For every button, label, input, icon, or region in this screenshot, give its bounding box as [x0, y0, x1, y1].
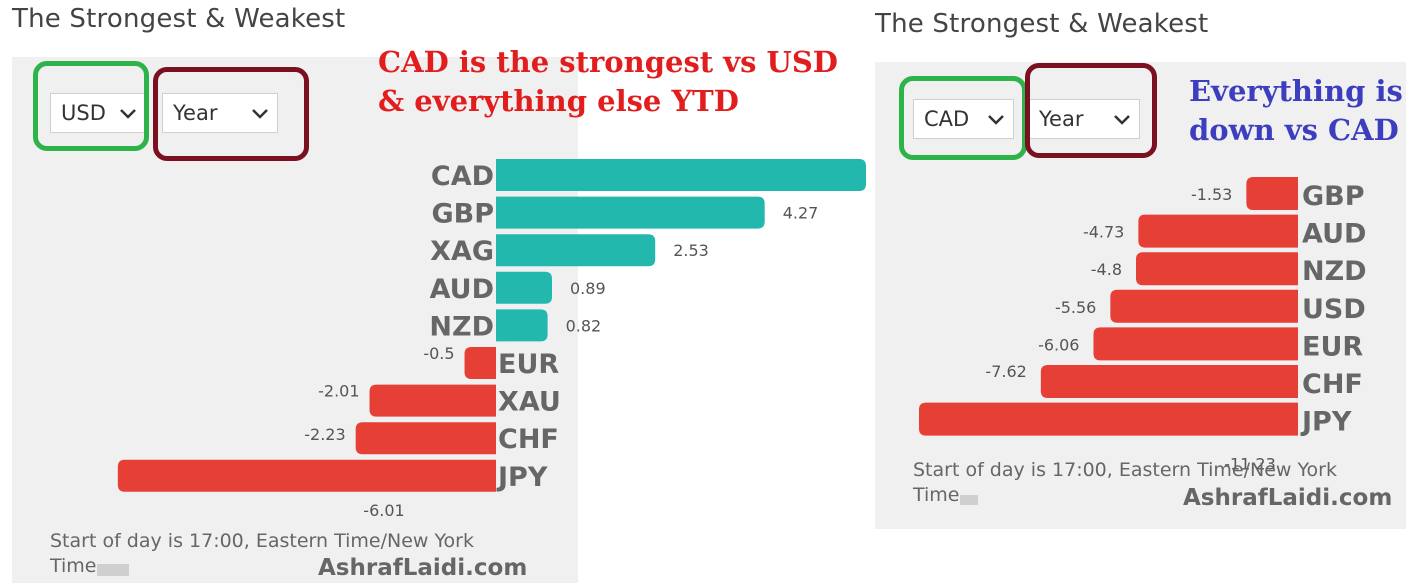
value-label-eur: -0.5	[423, 344, 454, 363]
value-label-xag: 2.53	[673, 241, 709, 260]
category-label-gbp: GBP	[431, 199, 494, 230]
value-label-nzd: -4.8	[1091, 260, 1122, 279]
right-footer-note: Start of day is 17:00, Eastern Time/New …	[913, 458, 1337, 508]
left-brand: AshrafLaidi.com	[318, 555, 528, 581]
bar-eur	[1093, 327, 1298, 361]
bar-jpy	[919, 402, 1298, 436]
right-panel-title: The Strongest & Weakest	[875, 9, 1209, 39]
redacted-block	[96, 563, 129, 576]
value-label-chf: -7.62	[985, 362, 1026, 381]
right-brand: AshrafLaidi.com	[1183, 485, 1393, 511]
left-panel-background	[12, 57, 578, 583]
bar-nzd	[1136, 252, 1298, 286]
category-label-aud: AUD	[1302, 219, 1366, 250]
category-label-aud: AUD	[430, 274, 494, 305]
left-annotation: CAD is the strongest vs USD & everything…	[378, 45, 838, 118]
chevron-down-icon	[988, 115, 1004, 125]
category-label-nzd: NZD	[1302, 256, 1367, 287]
right-base-currency-value: CAD	[924, 107, 970, 131]
right-currency-highlight-ring	[899, 76, 1027, 160]
bar-jpy	[117, 459, 496, 492]
bar-nzd	[496, 309, 548, 342]
bar-xau	[369, 384, 496, 417]
category-label-chf: CHF	[1302, 369, 1363, 400]
value-label-eur: -6.06	[1038, 335, 1079, 354]
left-period-select[interactable]: Year	[162, 93, 278, 133]
category-label-jpy: JPY	[496, 462, 548, 493]
left-currency-highlight-ring	[33, 61, 149, 151]
value-label-aud: 0.89	[570, 279, 606, 298]
right-footer-line1: Start of day is 17:00, Eastern Time/New …	[913, 459, 1337, 481]
bar-cad	[496, 159, 866, 191]
bar-eur	[464, 347, 496, 379]
category-label-nzd: NZD	[429, 311, 494, 342]
value-label-gbp: -1.53	[1191, 185, 1232, 204]
redacted-block	[959, 494, 978, 505]
left-period-highlight-ring	[153, 67, 309, 161]
bar-gbp	[1246, 177, 1298, 210]
bar-chf	[1040, 365, 1298, 398]
value-label-xau: -2.01	[318, 382, 359, 401]
category-label-eur: EUR	[1302, 331, 1363, 362]
category-label-xag: XAG	[430, 236, 494, 267]
value-label-chf: -2.23	[304, 425, 345, 444]
left-bar-chart: CAD5.88GBP4.27XAG2.53AUD0.89NZD0.82EUR-0…	[117, 159, 866, 520]
value-label-aud: -4.73	[1083, 223, 1124, 242]
bar-usd	[1110, 289, 1298, 323]
chevron-down-icon	[120, 109, 136, 119]
value-label-nzd: 0.82	[566, 316, 602, 335]
right-period-value: Year	[1039, 107, 1084, 131]
left-footer-line2: Time	[50, 555, 97, 577]
right-period-select[interactable]: Year	[1028, 99, 1140, 139]
category-label-jpy: JPY	[1300, 407, 1352, 438]
left-period-value: Year	[173, 101, 218, 125]
category-label-xau: XAU	[498, 387, 561, 418]
chevron-down-icon	[1114, 115, 1130, 125]
right-annotation: Everything is down vs CAD	[1189, 74, 1403, 147]
bar-xag	[496, 234, 656, 267]
category-label-chf: CHF	[498, 424, 559, 455]
category-label-cad: CAD	[431, 161, 494, 192]
left-footer-note: Start of day is 17:00, Eastern Time/New …	[50, 529, 474, 579]
value-label-jpy: -11.23	[1224, 455, 1276, 474]
right-base-currency-select[interactable]: CAD	[913, 99, 1014, 139]
right-footer-line2: Time	[913, 484, 960, 506]
bar-aud	[496, 271, 553, 304]
value-label-gbp: 4.27	[783, 204, 819, 223]
category-label-usd: USD	[1302, 294, 1366, 325]
chevron-down-icon	[252, 109, 268, 119]
bar-gbp	[496, 196, 765, 229]
category-label-gbp: GBP	[1302, 181, 1365, 212]
value-label-jpy: -6.01	[363, 501, 404, 520]
left-footer-line1: Start of day is 17:00, Eastern Time/New …	[50, 530, 474, 552]
left-panel-title: The Strongest & Weakest	[12, 4, 346, 34]
left-base-currency-value: USD	[61, 101, 106, 125]
value-label-usd: -5.56	[1055, 298, 1096, 317]
bar-chf	[355, 422, 496, 455]
left-base-currency-select[interactable]: USD	[50, 93, 146, 133]
category-label-eur: EUR	[498, 349, 559, 380]
bar-aud	[1138, 214, 1298, 248]
right-period-highlight-ring	[1025, 63, 1157, 158]
